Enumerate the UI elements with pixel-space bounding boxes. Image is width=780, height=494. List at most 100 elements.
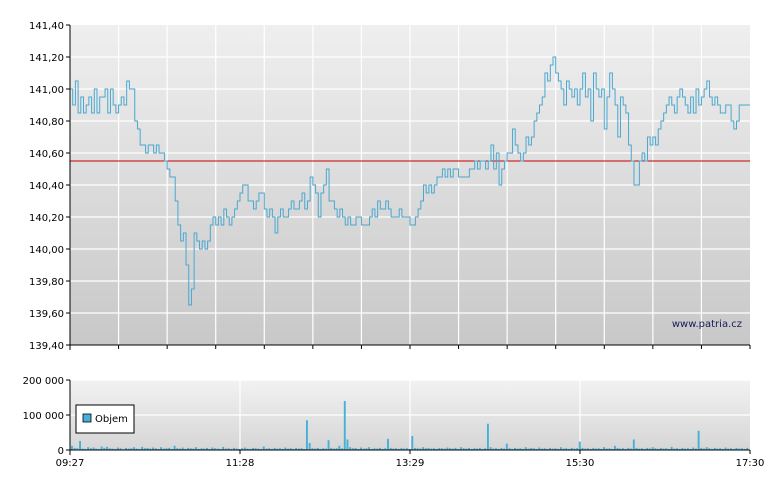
volume-bar <box>365 448 368 450</box>
volume-bar <box>181 447 184 450</box>
volume-bar <box>511 448 514 450</box>
volume-bar <box>705 447 708 450</box>
volume-bar <box>165 448 168 450</box>
volume-bar <box>427 447 430 450</box>
volume-bar <box>87 447 90 450</box>
volume-bar <box>260 448 262 450</box>
volume-bar <box>200 448 203 450</box>
volume-bar <box>541 448 543 450</box>
volume-bar <box>619 448 622 450</box>
volume-bar <box>303 448 306 450</box>
volume-x-tick-label: 11:28 <box>226 458 255 469</box>
volume-bar <box>214 448 217 450</box>
volume-bar <box>651 447 654 450</box>
volume-bar <box>73 447 76 450</box>
volume-bar <box>740 448 743 450</box>
volume-x-tick-label: 09:27 <box>56 458 85 469</box>
volume-bar <box>100 446 103 450</box>
volume-bar <box>351 448 354 450</box>
volume-bar <box>673 448 676 450</box>
volume-bar <box>300 448 303 450</box>
volume-bar <box>270 448 273 450</box>
volume-bar <box>708 448 711 450</box>
volume-bar <box>457 448 460 450</box>
legend-swatch <box>82 413 92 423</box>
volume-bar <box>654 448 657 450</box>
volume-bar <box>322 448 325 450</box>
volume-bar <box>735 447 738 450</box>
volume-bar <box>505 443 508 450</box>
volume-x-tick-label: 17:30 <box>736 458 765 469</box>
volume-bar <box>143 448 146 450</box>
volume-bar <box>276 448 279 450</box>
volume-bar <box>716 448 719 450</box>
volume-bar <box>484 448 487 450</box>
volume-bar <box>216 448 219 450</box>
volume-bar <box>251 447 254 450</box>
watermark: www.patria.cz <box>672 319 742 330</box>
volume-bar <box>686 448 689 450</box>
volume-x-axis: 09:27 11:28 13:29 15:30 17:30 <box>56 450 765 469</box>
volume-bar <box>257 448 260 450</box>
volume-bar <box>500 447 503 450</box>
volume-bar <box>262 446 265 450</box>
volume-y-tick-label: 0 <box>58 446 64 457</box>
volume-bar <box>92 447 95 450</box>
volume-bar <box>138 448 141 450</box>
volume-bar <box>249 448 252 450</box>
volume-bar <box>646 447 649 450</box>
volume-bar <box>370 448 373 450</box>
volume-bar <box>308 443 311 450</box>
volume-bar <box>522 448 524 450</box>
volume-bar <box>89 448 92 450</box>
volume-grid <box>70 379 750 450</box>
volume-bar <box>254 448 257 450</box>
volume-bar <box>576 448 579 450</box>
price-series-line <box>70 56 750 306</box>
volume-bar <box>241 448 244 450</box>
price-y-tick-label: 141,20 <box>29 53 64 64</box>
volume-bar <box>600 448 603 450</box>
price-y-tick-label: 139,60 <box>29 309 64 320</box>
volume-bar <box>135 448 138 450</box>
volume-bar <box>319 448 322 450</box>
volume-bar <box>508 448 511 450</box>
volume-bar <box>711 448 714 450</box>
volume-bar <box>224 448 227 450</box>
volume-bar <box>559 447 562 450</box>
volume-bar <box>384 448 387 450</box>
volume-y-tick-label: 200 000 <box>23 376 64 387</box>
volume-bar <box>578 441 581 450</box>
volume-bar <box>289 448 292 450</box>
volume-bar <box>378 447 381 450</box>
volume-bar <box>157 448 160 450</box>
volume-bar <box>338 445 341 450</box>
volume-legend: Objem <box>75 404 135 434</box>
volume-bar <box>454 447 457 450</box>
volume-bar <box>173 445 176 450</box>
volume-bar <box>341 448 344 450</box>
volume-bar <box>170 448 173 450</box>
price-x-ticks <box>69 345 751 349</box>
volume-bar <box>643 448 646 450</box>
volume-bar <box>573 448 576 450</box>
volume-bar <box>235 448 238 450</box>
volume-bar <box>327 440 330 450</box>
volume-bar <box>106 446 109 450</box>
volume-bar <box>176 448 179 450</box>
volume-bar <box>314 448 316 450</box>
volume-bar <box>730 448 732 450</box>
volume-bar <box>98 448 100 450</box>
volume-bar <box>152 447 154 450</box>
volume-bar <box>746 447 749 450</box>
volume-bar <box>246 448 249 450</box>
volume-bar <box>206 447 208 450</box>
volume-bar <box>738 448 741 450</box>
volume-bar <box>71 445 73 450</box>
volume-bar <box>611 448 614 450</box>
volume-bar <box>268 448 271 450</box>
volume-x-tick-label: 13:29 <box>396 458 425 469</box>
volume-bar <box>632 439 635 450</box>
volume-bar <box>489 447 492 450</box>
volume-bar <box>481 448 484 450</box>
